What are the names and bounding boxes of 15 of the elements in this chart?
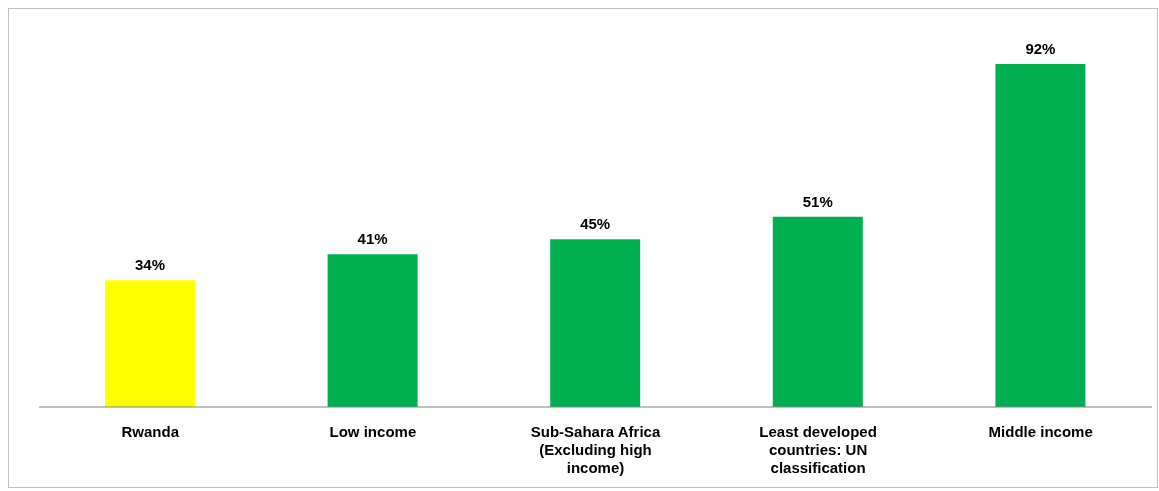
data-label: 34% — [134, 256, 166, 274]
bar — [105, 280, 195, 407]
data-label: 41% — [357, 230, 388, 248]
bar — [550, 239, 641, 407]
x-tick-label: Rwanda — [121, 423, 180, 440]
bar — [772, 216, 863, 407]
x-tick-label: Sub-Sahara Africa (Excluding high income) — [530, 423, 661, 476]
data-label: 51% — [802, 192, 833, 210]
x-tick-label: Low income — [329, 423, 417, 440]
data-label: 92% — [1025, 40, 1056, 57]
data-label: 45% — [580, 215, 611, 233]
bar — [327, 254, 418, 407]
x-tick-label: Middle income — [988, 423, 1093, 440]
bar — [995, 64, 1086, 407]
x-tick-label: Least developed countries: UN classification — [759, 423, 877, 476]
